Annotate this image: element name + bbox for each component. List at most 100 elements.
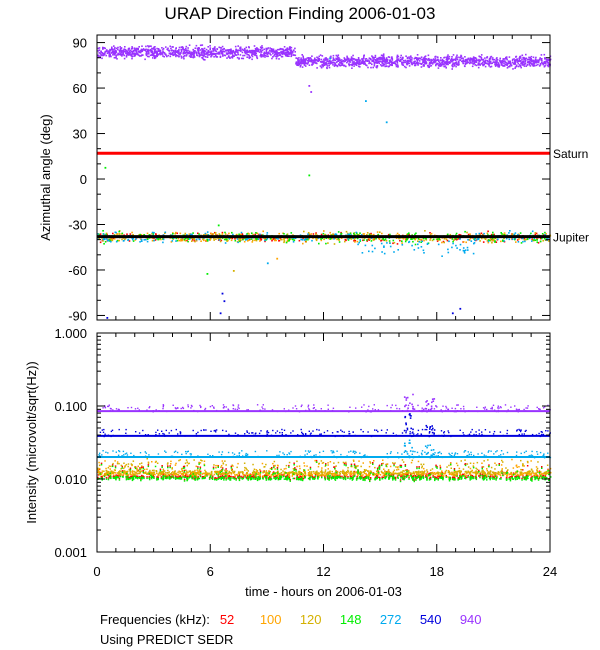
scatter-point-940 (195, 51, 198, 53)
intensity-point-52 (126, 475, 128, 478)
scatter-point-940 (272, 52, 274, 55)
intensity-point-120 (401, 459, 404, 461)
scatter-point-940 (166, 48, 168, 51)
intensity-point-52 (285, 475, 287, 478)
scatter-point-148 (118, 230, 120, 233)
intensity-point-100 (367, 474, 370, 477)
scatter-point-272 (264, 239, 266, 242)
scatter-point-940 (521, 54, 524, 57)
scatter-point-940 (361, 62, 363, 64)
scatter-point-940 (175, 55, 177, 58)
scatter-point-940 (288, 46, 291, 48)
scatter-point-940 (230, 49, 232, 52)
scatter-point-148 (223, 238, 226, 241)
scatter-point-148 (283, 233, 285, 235)
scatter-point-940 (294, 54, 297, 57)
scatter-point-940 (125, 56, 128, 58)
intensity-point-52 (374, 476, 377, 478)
scatter-point-940 (372, 56, 374, 58)
intensity-point-52 (464, 476, 467, 478)
intensity-point-52 (509, 476, 511, 478)
scatter-point-940 (143, 49, 145, 51)
scatter-point-940 (113, 45, 115, 47)
scatter-point-940 (353, 60, 355, 63)
scatter-point-148 (452, 240, 454, 243)
scatter-point-940 (424, 62, 427, 65)
scatter-point-940 (357, 57, 360, 59)
scatter-point-940 (197, 49, 200, 52)
scatter-point-120 (202, 234, 205, 236)
intensity-point-52 (299, 476, 301, 478)
scatter-point-100 (406, 233, 408, 236)
scatter-point-100 (487, 241, 490, 244)
intensity-point-52 (206, 473, 208, 476)
intensity-point-100 (214, 470, 216, 473)
scatter-point-272 (441, 255, 443, 257)
scatter-point-148 (414, 243, 417, 246)
intensity-point-100 (332, 473, 334, 475)
scatter-point-940 (283, 53, 286, 55)
scatter-point-272 (306, 237, 309, 240)
intensity-point-100 (202, 472, 204, 475)
intensity-point-52 (286, 474, 289, 476)
scatter-point-148 (488, 239, 491, 242)
scatter-point-120 (111, 239, 114, 242)
intensity-point-100 (189, 471, 192, 474)
scatter-point-940 (175, 51, 178, 53)
scatter-point-940 (307, 59, 310, 61)
intensity-point-100 (423, 467, 425, 470)
scatter-point-120 (283, 240, 286, 242)
scatter-point-120 (419, 238, 421, 241)
scatter-point-940 (373, 64, 376, 67)
scatter-point-148 (288, 238, 290, 240)
intensity-point-100 (439, 472, 442, 475)
scatter-point-940 (339, 59, 342, 62)
scatter-point-940 (160, 53, 162, 56)
scatter-point-120 (466, 231, 468, 234)
scatter-point-940 (529, 62, 531, 65)
scatter-point-940 (417, 63, 419, 65)
intensity-point-100 (357, 474, 359, 477)
scatter-point-120 (164, 232, 166, 234)
intensity-point-52 (220, 469, 223, 471)
scatter-point-940 (167, 47, 169, 50)
intensity-point-100 (193, 471, 196, 473)
scatter-point-940 (130, 55, 133, 57)
scatter-point-940 (429, 62, 431, 64)
intensity-point-100 (368, 473, 370, 475)
scatter-point-940 (467, 57, 470, 60)
scatter-point-940 (203, 58, 205, 61)
scatter-point-120 (111, 238, 114, 240)
intensity-point-100 (484, 473, 486, 475)
intensity-point-100 (361, 474, 363, 477)
scatter-point-272 (224, 242, 227, 244)
scatter-point-272 (358, 241, 360, 244)
scatter-point-148 (206, 238, 208, 241)
intensity-point-52 (177, 476, 179, 478)
scatter-point-272 (524, 240, 526, 243)
scatter-point-940 (153, 52, 155, 55)
intensity-point-100 (519, 473, 521, 475)
intensity-point-100 (307, 472, 310, 474)
scatter-point-272 (470, 240, 473, 242)
scatter-point-940 (451, 65, 454, 68)
scatter-point-940 (496, 59, 499, 61)
scatter-point-940 (337, 54, 340, 56)
intensity-point-52 (522, 469, 524, 471)
scatter-point-940 (382, 64, 385, 67)
scatter-point-940 (187, 49, 189, 52)
scatter-point-940 (386, 60, 389, 63)
intensity-point-120 (420, 463, 422, 466)
scatter-point-272 (401, 244, 404, 246)
scatter-point-272 (292, 237, 295, 239)
intensity-point-100 (460, 474, 462, 476)
intensity-point-120 (537, 461, 539, 463)
scatter-point-940 (241, 51, 244, 54)
scatter-point-148 (176, 239, 179, 242)
intensity-point-120 (253, 471, 256, 473)
scatter-point-100 (221, 233, 224, 235)
scatter-point-940 (413, 60, 415, 63)
scatter-point-940 (535, 61, 538, 63)
scatter-point-940 (328, 64, 330, 67)
scatter-point-940 (320, 61, 323, 63)
